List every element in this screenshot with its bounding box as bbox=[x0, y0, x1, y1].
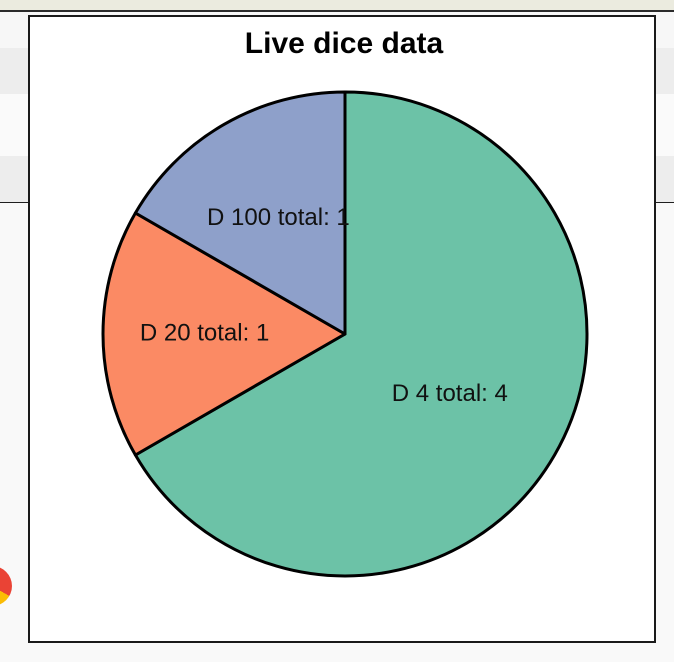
app-logo-icon bbox=[0, 566, 12, 606]
chart-title: Live dice data bbox=[245, 27, 444, 60]
pie-slice-d20 bbox=[101, 211, 347, 457]
pie-labels: D 4 total: 4 D 20 total: 1 D 100 total: 1 bbox=[140, 204, 508, 407]
chart-card: Live dice data D 4 total: 4 D 20 total: 1… bbox=[28, 15, 656, 643]
top-border-strip bbox=[0, 0, 674, 12]
pie-slices bbox=[101, 90, 589, 578]
pie-chart: Live dice data D 4 total: 4 D 20 total: 1… bbox=[101, 27, 589, 578]
pie-slice-label: D 100 total: 1 bbox=[207, 204, 350, 231]
pie-slice-label: D 4 total: 4 bbox=[392, 380, 508, 407]
pie-slice-d100 bbox=[133, 90, 347, 336]
pie-slice-label: D 20 total: 1 bbox=[140, 319, 269, 346]
pie-slice-d4 bbox=[133, 90, 589, 578]
